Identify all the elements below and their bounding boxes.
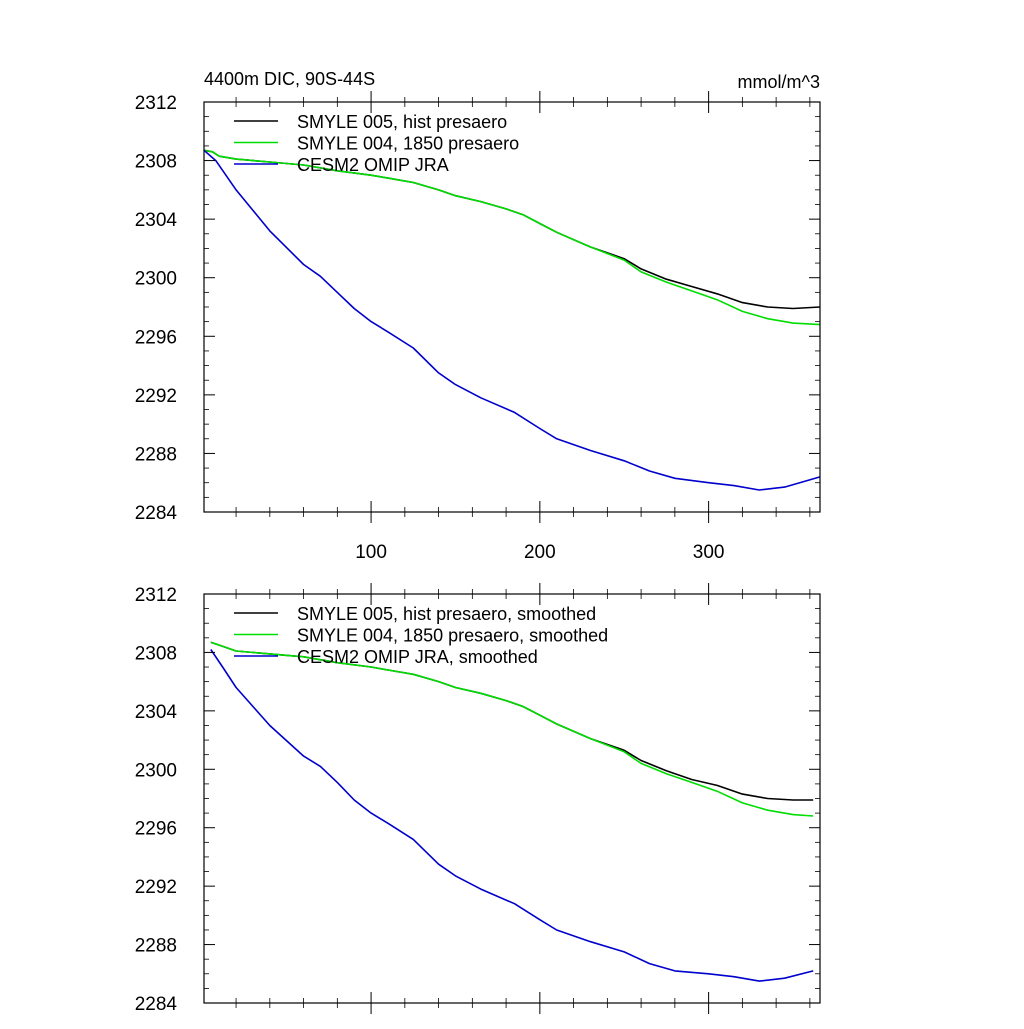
series-line-3	[210, 649, 814, 982]
y-tick-label: 2300	[135, 760, 177, 781]
y-tick-label: 2300	[135, 269, 177, 290]
legend-label-1: SMYLE 005, hist presaero, smoothed	[297, 604, 596, 624]
y-tick-label: 2308	[135, 152, 177, 173]
x-tick-label: 100	[355, 542, 387, 563]
y-tick-label: 2296	[135, 327, 177, 348]
y-tick-label: 2292	[135, 877, 177, 898]
y-tick-label: 2288	[135, 444, 177, 465]
legend-label-3: CESM2 OMIP JRA, smoothed	[297, 647, 538, 667]
y-tick-label: 2288	[135, 936, 177, 957]
series-line-2	[203, 149, 821, 326]
legend-label-2: SMYLE 004, 1850 presaero	[297, 134, 519, 154]
legend-label-3: CESM2 OMIP JRA	[297, 155, 449, 175]
y-tick-label: 2284	[135, 503, 178, 524]
y-tick-label: 2296	[135, 819, 177, 840]
y-tick-label: 2304	[135, 210, 178, 231]
series-line-3	[203, 149, 821, 491]
y-tick-label: 2312	[135, 93, 177, 114]
series-line-2	[210, 641, 814, 817]
x-tick-label: 300	[693, 542, 725, 563]
y-tick-label: 2304	[135, 702, 178, 723]
y-tick-label: 2284	[135, 994, 178, 1015]
chart-panel-1: 2284 2288 2292 2296 2300 2304 2308 2312 100 200 30…	[135, 91, 821, 563]
chart-units: mmol/m^3	[738, 72, 820, 92]
y-tick-label: 2308	[135, 643, 177, 664]
y-tick-label: 2292	[135, 386, 177, 407]
legend-label-2: SMYLE 004, 1850 presaero, smoothed	[297, 626, 608, 646]
legend-label-1: SMYLE 005, hist presaero	[297, 112, 507, 132]
chart-panel-2: 2284 2288 2292 2296 2300 2304 2308 2312 SMYLE 00…	[135, 583, 821, 1015]
y-tick-label: 2312	[135, 585, 177, 606]
x-tick-label: 200	[524, 542, 556, 563]
chart-title: 4400m DIC, 90S-44S	[204, 69, 375, 89]
